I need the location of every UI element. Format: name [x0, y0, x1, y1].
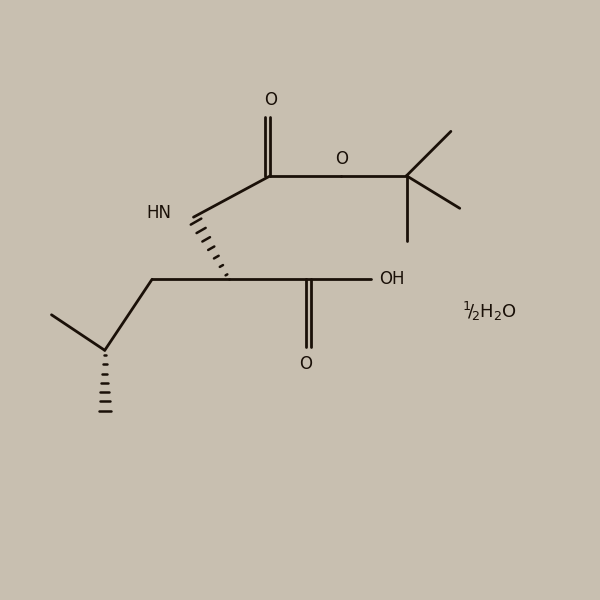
Text: $^1\!/\!_2$H$_2$O: $^1\!/\!_2$H$_2$O — [462, 300, 517, 323]
Text: O: O — [299, 355, 313, 373]
Text: O: O — [264, 91, 277, 109]
Text: OH: OH — [379, 270, 404, 288]
Text: HN: HN — [146, 204, 171, 222]
Text: O: O — [335, 150, 348, 168]
